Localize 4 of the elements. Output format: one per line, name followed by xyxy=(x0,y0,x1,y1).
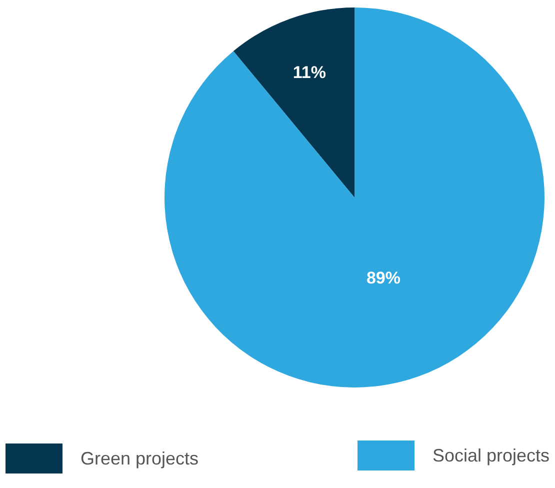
data-label: 11% xyxy=(292,62,326,82)
data-label: 89% xyxy=(366,268,400,288)
legend-label: Green projects xyxy=(80,448,199,468)
legend-label: Social projects xyxy=(432,446,550,466)
